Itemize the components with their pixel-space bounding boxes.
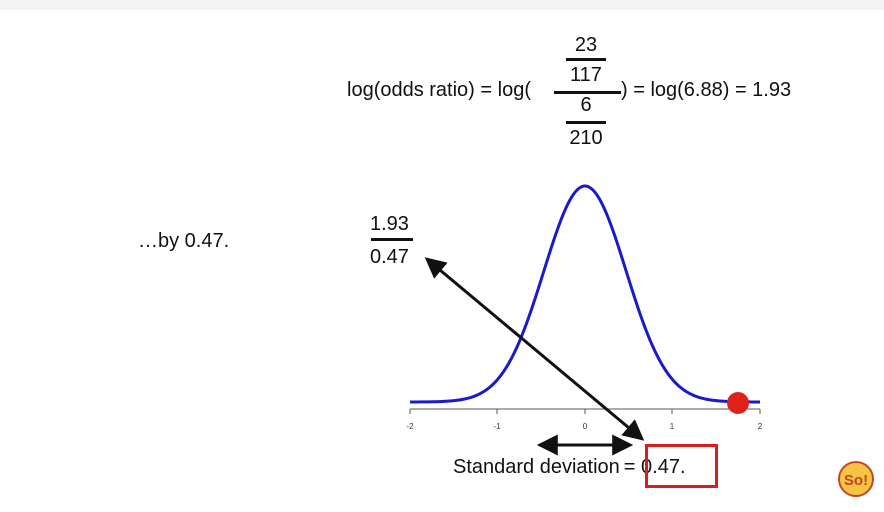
numerator-bottom: 117 (570, 64, 602, 86)
equation-prefix: log(odds ratio) = log( (347, 79, 531, 101)
standard-deviation-label: Standard deviation = 0.47. (453, 456, 686, 478)
normal-curve (410, 184, 760, 404)
numerator-bar (566, 58, 606, 61)
statquest-logo: So! (838, 461, 874, 497)
ratio-numerator: 1.93 (370, 213, 409, 235)
diagonal-arrow (424, 257, 645, 441)
standard-deviation-value: = 0.47. (623, 456, 686, 478)
axis-tick-label: -1 (493, 422, 501, 431)
equation-suffix: ) = log(6.88) = 1.93 (621, 79, 792, 101)
standard-deviation-highlight-box (645, 444, 718, 488)
denominator-top: 6 (580, 94, 592, 116)
top-strip (0, 0, 884, 10)
denominator-bar (566, 121, 606, 124)
axis-tick-label: -2 (406, 422, 414, 431)
observed-value-dot (727, 392, 749, 414)
numerator-top: 23 (574, 34, 598, 56)
axis-tick-label: 1 (670, 422, 675, 431)
narration-text: …by 0.47. (138, 230, 230, 252)
denominator-bottom: 210 (569, 127, 603, 149)
logo-text: So! (844, 472, 868, 489)
main-fraction-bar (554, 91, 621, 94)
axis-tick-label: 2 (758, 422, 763, 431)
axis-tick-label: 0 (583, 422, 588, 431)
ratio-denominator: 0.47 (370, 246, 409, 268)
ratio-bar (371, 238, 413, 241)
